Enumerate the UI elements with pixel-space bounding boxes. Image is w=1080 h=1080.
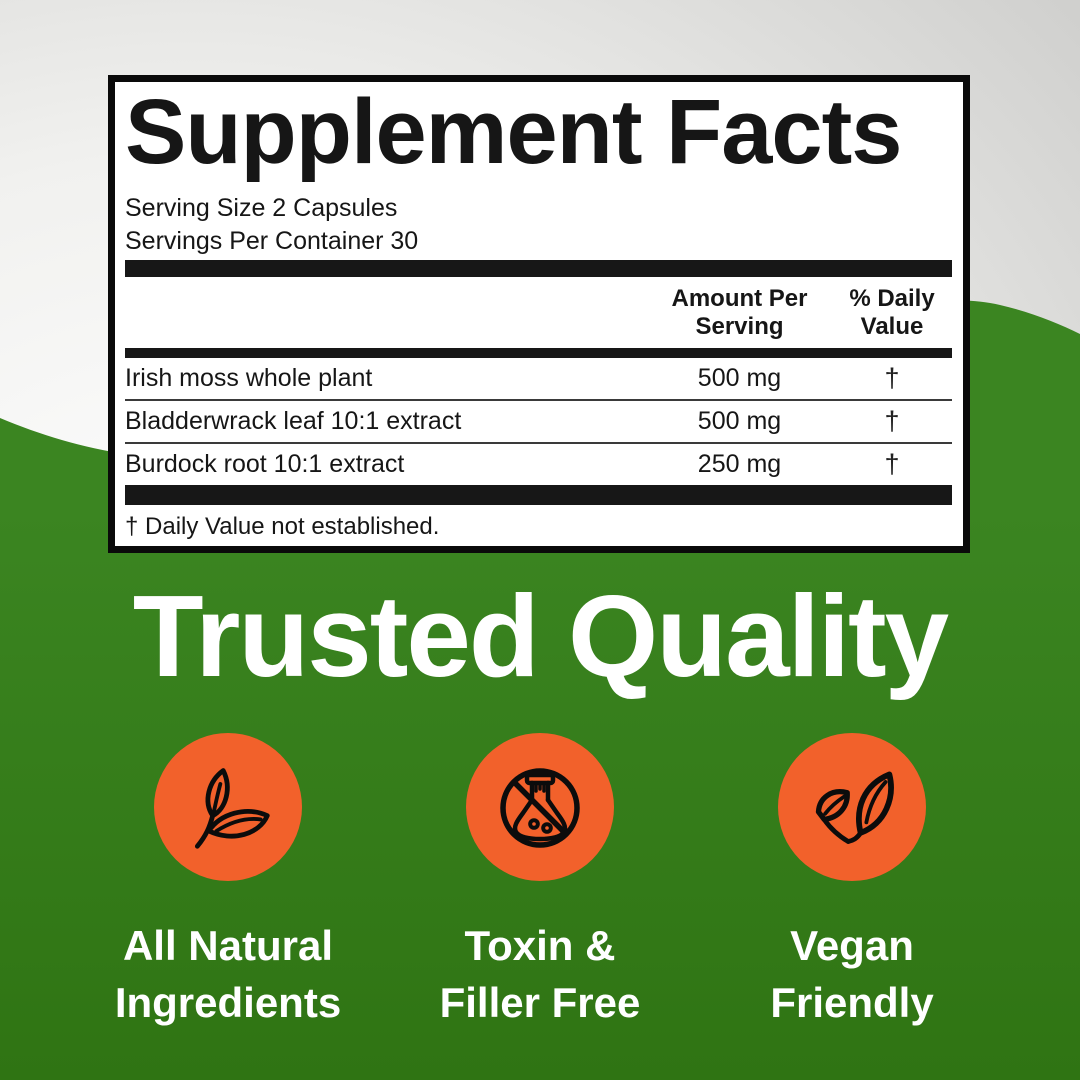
feature-all-natural: All Natural Ingredients: [97, 733, 359, 1031]
feature-label-line: Vegan: [790, 922, 914, 969]
ingredient-daily-value: †: [884, 363, 900, 394]
orange-badge-circle: [154, 733, 302, 881]
column-header-amount: Amount Per Serving: [671, 285, 808, 340]
serving-size-text: Serving Size 2 Capsules: [125, 194, 398, 222]
ingredient-daily-value: †: [884, 406, 900, 437]
ingredient-daily-value: †: [884, 449, 900, 480]
feature-label: Vegan Friendly: [770, 917, 933, 1031]
ingredient-name: Bladderwrack leaf 10:1 extract: [125, 407, 462, 436]
divider-bar-thick: [125, 260, 952, 277]
ingredient-amount: 250 mg: [697, 450, 782, 479]
feature-badges-row: All Natural Ingredients Toxin &: [97, 733, 983, 1031]
orange-badge-circle: [466, 733, 614, 881]
servings-per-container-text: Servings Per Container 30: [125, 226, 419, 255]
ingredient-name: Burdock root 10:1 extract: [125, 450, 405, 479]
vegan-leaves-icon: [815, 771, 894, 844]
feature-vegan: Vegan Friendly: [721, 733, 983, 1031]
feature-label-line: Toxin &: [464, 922, 616, 969]
feature-label-line: All Natural: [122, 922, 334, 969]
daily-value-footnote: † Daily Value not established.: [125, 513, 440, 541]
feature-label: All Natural Ingredients: [115, 917, 341, 1031]
orange-badge-circle: [778, 733, 926, 881]
headline-text: Trusted Quality: [132, 571, 949, 701]
supplement-facts-panel: Supplement Facts Serving Size 2 Capsules…: [108, 75, 970, 553]
table-row: Irish moss whole plant 500 mg †: [125, 358, 952, 402]
table-row: Bladderwrack leaf 10:1 extract 500 mg †: [125, 401, 952, 445]
ingredient-amount: 500 mg: [697, 364, 782, 393]
ingredient-name: Irish moss whole plant: [125, 364, 373, 393]
divider-bar-thick: [125, 485, 952, 506]
table-header-row: Amount Per Serving % Daily Value: [125, 285, 952, 340]
feature-label-line: Ingredients: [114, 979, 342, 1027]
feature-label-line: Filler Free: [439, 979, 641, 1027]
feature-toxin-free: Toxin & Filler Free: [409, 733, 671, 1031]
table-row: Burdock root 10:1 extract 250 mg †: [125, 444, 952, 485]
feature-label: Toxin & Filler Free: [440, 917, 641, 1031]
natural-leaf-icon: [194, 768, 270, 849]
feature-label-line: Friendly: [770, 979, 934, 1027]
ingredient-amount: 500 mg: [697, 407, 782, 436]
column-header-daily-value: % Daily Value: [849, 285, 935, 340]
divider-bar-medium: [125, 348, 952, 359]
panel-title: Supplement Facts: [125, 81, 902, 183]
no-toxin-flask-icon: [500, 768, 580, 848]
